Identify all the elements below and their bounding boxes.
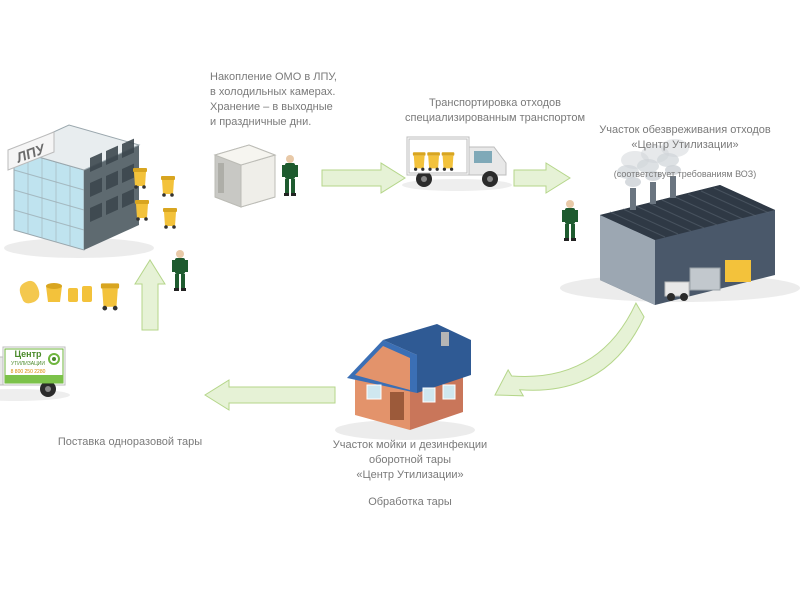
label-center-sub: (соответствует требованиям ВОЗ) (614, 169, 756, 179)
svg-text:ЛПУ: ЛПУ (13, 140, 48, 166)
svg-text:8 800 250 2280: 8 800 250 2280 (11, 369, 46, 375)
node-worker-left (172, 250, 188, 291)
node-lpu-building: ЛПУ (4, 125, 154, 258)
diagram-canvas: ЛПУ Центр УТИЛИЗАЦИИ 8 800 250 2280 (0, 0, 800, 600)
node-worker-right (562, 200, 578, 241)
label-wash: Участок мойки и дезинфекции оборотной та… (310, 438, 510, 483)
node-fridge (215, 145, 275, 207)
label-supply: Поставка одноразовой тары (40, 435, 220, 450)
label-center-title: Участок обезвреживания отходов «Центр Ут… (599, 124, 771, 151)
label-center: Участок обезвреживания отходов «Центр Ут… (575, 108, 795, 182)
node-truck-bottom: Центр УТИЛИЗАЦИИ 8 800 250 2280 (0, 347, 70, 401)
svg-text:Центр: Центр (14, 349, 42, 359)
node-supply-containers (20, 281, 119, 311)
label-processing: Обработка тары (340, 495, 480, 510)
node-worker-top (282, 155, 298, 196)
label-storage: Накопление ОМО в ЛПУ, в холодильных каме… (210, 70, 380, 129)
node-bins-lpu (133, 168, 177, 229)
node-wash-house (335, 324, 475, 440)
node-truck-top (402, 137, 512, 191)
svg-text:УТИЛИЗАЦИИ: УТИЛИЗАЦИИ (11, 361, 45, 367)
